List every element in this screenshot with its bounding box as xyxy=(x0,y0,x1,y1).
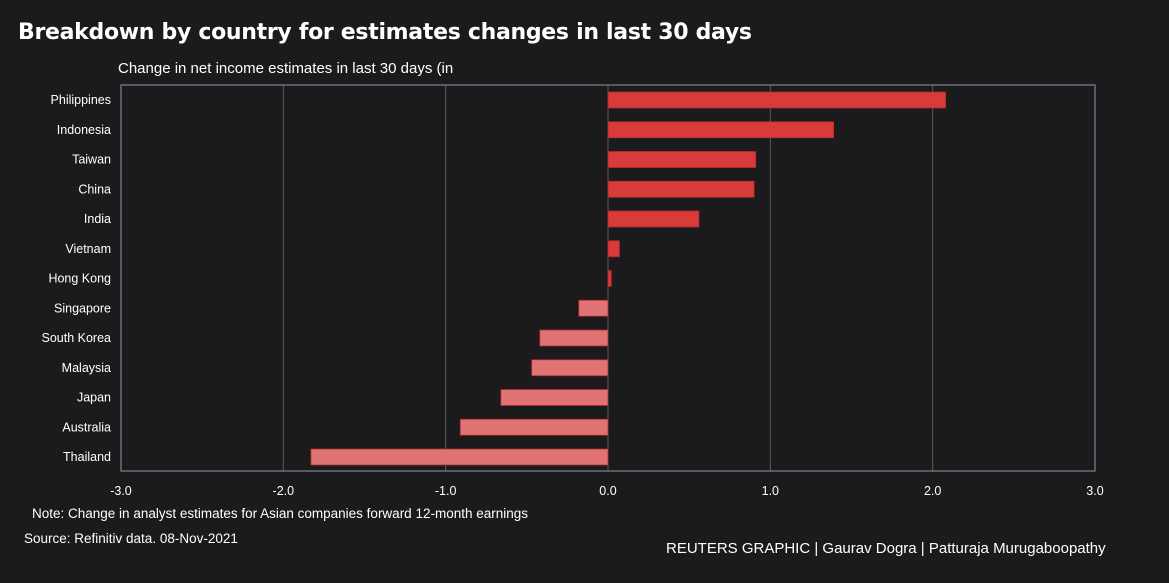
bar-taiwan xyxy=(607,151,757,168)
chart-title: Breakdown by country for estimates chang… xyxy=(18,20,752,45)
x-tick-label: -2.0 xyxy=(273,484,295,498)
chart-note: Note: Change in analyst estimates for As… xyxy=(32,506,529,521)
x-tick-label: -1.0 xyxy=(435,484,457,498)
chart-credit: REUTERS GRAPHIC | Gaurav Dogra | Pattura… xyxy=(666,540,1106,557)
x-tick-label: 2.0 xyxy=(924,484,941,498)
bar-vietnam xyxy=(607,240,620,258)
chart-source: Source: Refinitiv data. 08-Nov-2021 xyxy=(24,531,238,546)
category-label: Japan xyxy=(77,391,111,405)
category-label: Vietnam xyxy=(65,242,111,256)
x-tick-label: 3.0 xyxy=(1086,484,1103,498)
plot-frame xyxy=(120,84,1096,472)
bar-singapore xyxy=(578,299,609,317)
category-label: China xyxy=(78,182,111,196)
x-tick-label: 1.0 xyxy=(762,484,779,498)
category-label: Hong Kong xyxy=(48,272,111,286)
bar-malaysia xyxy=(531,359,609,377)
category-label: Indonesia xyxy=(57,123,111,137)
bar-hong-kong xyxy=(607,270,612,287)
bar-china xyxy=(607,180,755,198)
bar-thailand xyxy=(310,448,609,466)
category-label: Australia xyxy=(62,420,111,434)
category-label: India xyxy=(84,212,111,226)
bar-south-korea xyxy=(539,329,609,347)
category-label: Singapore xyxy=(54,301,111,315)
bar-australia xyxy=(459,418,609,436)
bar-indonesia xyxy=(607,121,835,139)
bar-philippines xyxy=(607,91,947,109)
category-label: Thailand xyxy=(63,450,111,464)
chart-subtitle: Change in net income estimates in last 3… xyxy=(118,60,454,77)
bar-india xyxy=(607,210,700,228)
category-label: Philippines xyxy=(51,93,111,107)
category-label: Malaysia xyxy=(62,361,111,375)
bar-japan xyxy=(500,389,609,406)
x-tick-label: -3.0 xyxy=(110,484,132,498)
x-tick-label: 0.0 xyxy=(599,484,616,498)
category-label: South Korea xyxy=(42,331,112,345)
category-label: Taiwan xyxy=(72,153,111,167)
